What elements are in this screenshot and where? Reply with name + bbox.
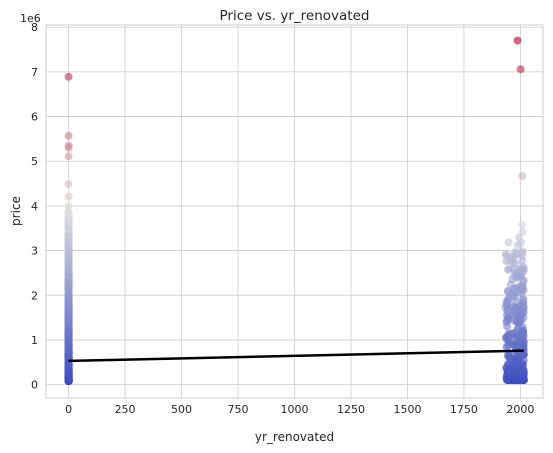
- y-tick-label: 6: [31, 111, 38, 124]
- data-point: [505, 264, 514, 273]
- y-axis-label: price: [9, 196, 23, 226]
- data-point: [501, 249, 510, 258]
- data-point: [504, 350, 513, 359]
- y-tick-label: 7: [31, 66, 38, 79]
- data-point: [64, 192, 73, 201]
- y-tick-label: 2: [31, 289, 38, 302]
- data-point: [518, 295, 527, 304]
- y-multiplier-label: 1e6: [20, 12, 41, 25]
- data-point: [64, 141, 73, 150]
- data-point: [64, 131, 73, 140]
- x-tick-label: 750: [228, 403, 249, 416]
- x-tick-label: 2000: [506, 403, 534, 416]
- x-axis-label: yr_renovated: [255, 430, 334, 444]
- chart-title: Price vs. yr_renovated: [220, 8, 370, 24]
- plot-frame: [45, 24, 544, 399]
- data-point: [64, 201, 73, 210]
- y-tick-label: 5: [31, 155, 38, 168]
- data-point: [513, 36, 522, 45]
- y-ticks: 0 1 2 3 4 5 6 7 8: [31, 21, 38, 391]
- y-tick-label: 1: [31, 334, 38, 347]
- x-tick-label: 500: [171, 403, 192, 416]
- x-tick-label: 1000: [281, 403, 309, 416]
- data-point: [511, 248, 520, 257]
- data-point: [518, 220, 526, 229]
- y-tick-label: 3: [31, 245, 38, 258]
- x-ticks: 0 250 500 750 1000 1250 1500 1750 2000: [65, 403, 534, 416]
- data-point: [64, 72, 73, 81]
- data-point: [518, 227, 527, 236]
- data-point: [504, 238, 513, 247]
- x-tick-label: 250: [115, 403, 136, 416]
- regression-layer: [68, 349, 524, 363]
- x-tick-label: 1500: [393, 403, 421, 416]
- data-point: [518, 247, 527, 256]
- data-point: [64, 180, 73, 188]
- y-tick-label: 0: [31, 379, 38, 392]
- points-layer: [64, 36, 528, 385]
- data-point: [519, 262, 528, 271]
- x-tick-label: 1750: [450, 403, 478, 416]
- y-tick-label: 8: [31, 21, 38, 34]
- regression-line: [68, 349, 524, 363]
- data-point: [64, 207, 73, 216]
- x-tick-label: 1250: [337, 403, 365, 416]
- data-point: [516, 65, 525, 74]
- data-point: [64, 152, 73, 161]
- data-point: [518, 172, 527, 180]
- y-tick-label: 4: [31, 200, 38, 213]
- x-tick-label: 0: [65, 403, 72, 416]
- grid-layer: [46, 25, 543, 398]
